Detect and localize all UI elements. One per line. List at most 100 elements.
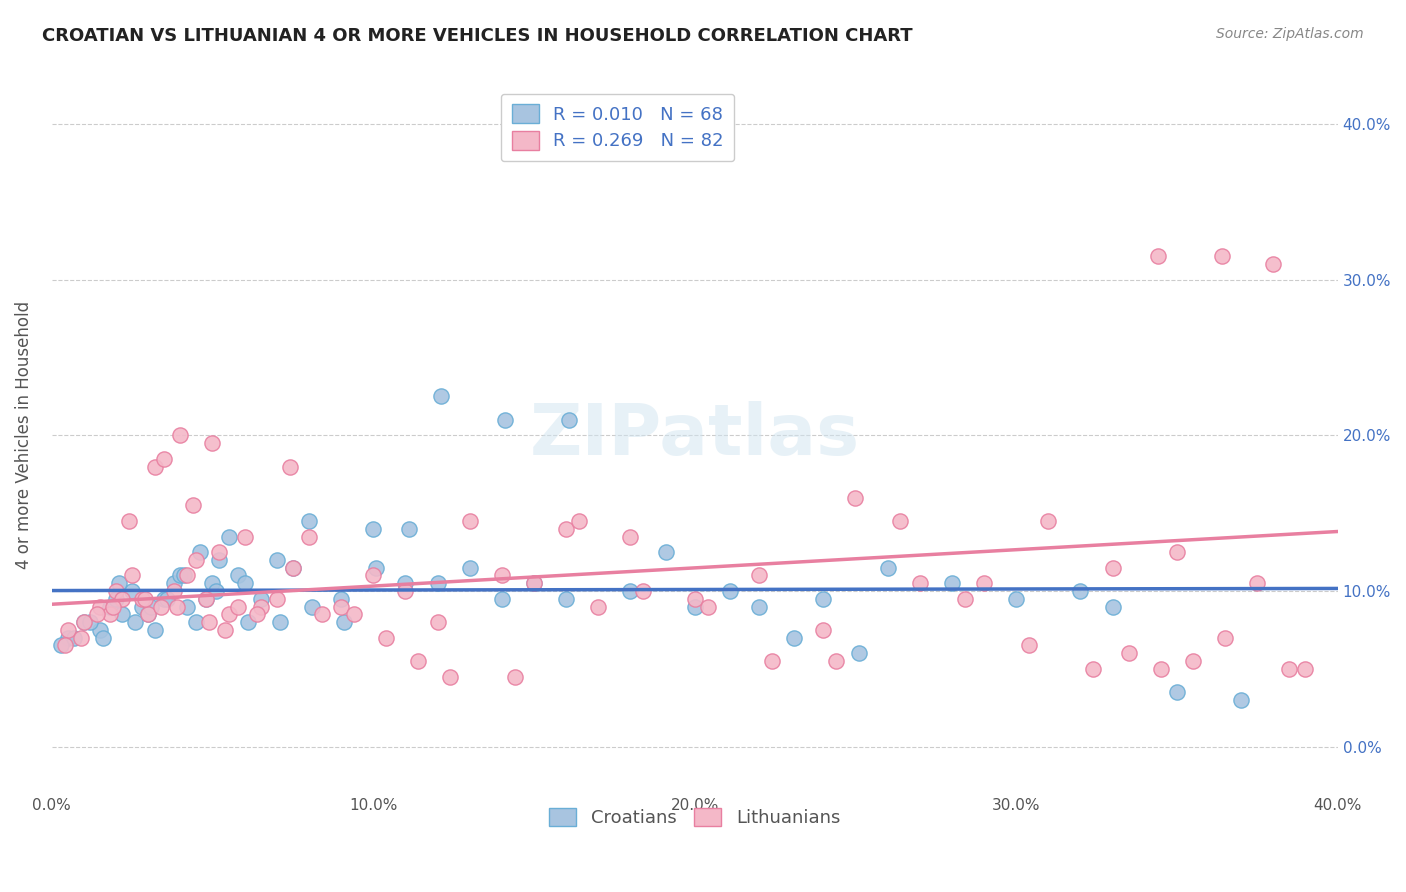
Point <box>208 545 231 559</box>
Point <box>375 631 398 645</box>
Point <box>98 607 121 622</box>
Point <box>361 522 384 536</box>
Point <box>586 599 609 614</box>
Point <box>343 607 366 622</box>
Point <box>204 584 226 599</box>
Point <box>1101 560 1123 574</box>
Point <box>844 491 866 505</box>
Point <box>53 639 76 653</box>
Point <box>330 599 353 614</box>
Point <box>298 514 321 528</box>
Point <box>249 591 271 606</box>
Point <box>633 584 655 599</box>
Point <box>1166 545 1188 559</box>
Point <box>718 584 741 599</box>
Point <box>491 568 513 582</box>
Point <box>73 615 96 629</box>
Point <box>195 591 218 606</box>
Point <box>458 560 481 574</box>
Point <box>163 576 186 591</box>
Point <box>56 623 79 637</box>
Point <box>176 599 198 614</box>
Point <box>748 568 770 582</box>
Point <box>56 631 79 645</box>
Point <box>1018 639 1040 653</box>
Point <box>98 599 121 614</box>
Point <box>69 631 91 645</box>
Point <box>1181 654 1204 668</box>
Point <box>813 623 835 637</box>
Point <box>848 646 870 660</box>
Point <box>1211 249 1233 263</box>
Point <box>108 576 131 591</box>
Point <box>568 514 591 528</box>
Point <box>406 654 429 668</box>
Point <box>555 591 578 606</box>
Point <box>813 591 835 606</box>
Point <box>143 459 166 474</box>
Point <box>73 615 96 629</box>
Point <box>233 530 256 544</box>
Point <box>118 514 141 528</box>
Text: ZIPatlas: ZIPatlas <box>530 401 859 470</box>
Point <box>1230 693 1253 707</box>
Point <box>908 576 931 591</box>
Point <box>394 576 416 591</box>
Point <box>426 615 449 629</box>
Point <box>278 459 301 474</box>
Point <box>301 599 323 614</box>
Point <box>163 584 186 599</box>
Point <box>266 553 288 567</box>
Point <box>941 576 963 591</box>
Point <box>79 615 101 629</box>
Y-axis label: 4 or more Vehicles in Household: 4 or more Vehicles in Household <box>15 301 32 569</box>
Point <box>555 522 578 536</box>
Point <box>121 568 143 582</box>
Point <box>86 607 108 622</box>
Point <box>153 591 176 606</box>
Point <box>503 670 526 684</box>
Point <box>491 591 513 606</box>
Point <box>186 553 208 567</box>
Point <box>683 591 706 606</box>
Point <box>655 545 678 559</box>
Point <box>226 599 249 614</box>
Point <box>214 623 236 637</box>
Point <box>136 607 159 622</box>
Point <box>218 607 240 622</box>
Point <box>153 451 176 466</box>
Point <box>429 389 451 403</box>
Point <box>169 568 191 582</box>
Point <box>195 591 218 606</box>
Point <box>124 615 146 629</box>
Point <box>761 654 783 668</box>
Point <box>281 560 304 574</box>
Legend: Croatians, Lithuanians: Croatians, Lithuanians <box>541 801 848 834</box>
Point <box>523 576 546 591</box>
Point <box>1263 257 1285 271</box>
Point <box>1278 662 1301 676</box>
Point <box>426 576 449 591</box>
Point <box>101 599 124 614</box>
Point <box>136 607 159 622</box>
Text: Source: ZipAtlas.com: Source: ZipAtlas.com <box>1216 27 1364 41</box>
Point <box>233 576 256 591</box>
Point <box>121 584 143 599</box>
Point <box>246 607 269 622</box>
Point <box>523 576 546 591</box>
Point <box>619 530 641 544</box>
Point <box>1295 662 1317 676</box>
Point <box>198 615 221 629</box>
Point <box>266 591 288 606</box>
Point <box>398 522 420 536</box>
Point <box>825 654 848 668</box>
Text: CROATIAN VS LITHUANIAN 4 OR MORE VEHICLES IN HOUSEHOLD CORRELATION CHART: CROATIAN VS LITHUANIAN 4 OR MORE VEHICLE… <box>42 27 912 45</box>
Point <box>131 599 153 614</box>
Point <box>953 591 976 606</box>
Point <box>558 413 581 427</box>
Point <box>63 631 86 645</box>
Point <box>201 576 224 591</box>
Point <box>249 599 271 614</box>
Point <box>494 413 516 427</box>
Point <box>111 607 134 622</box>
